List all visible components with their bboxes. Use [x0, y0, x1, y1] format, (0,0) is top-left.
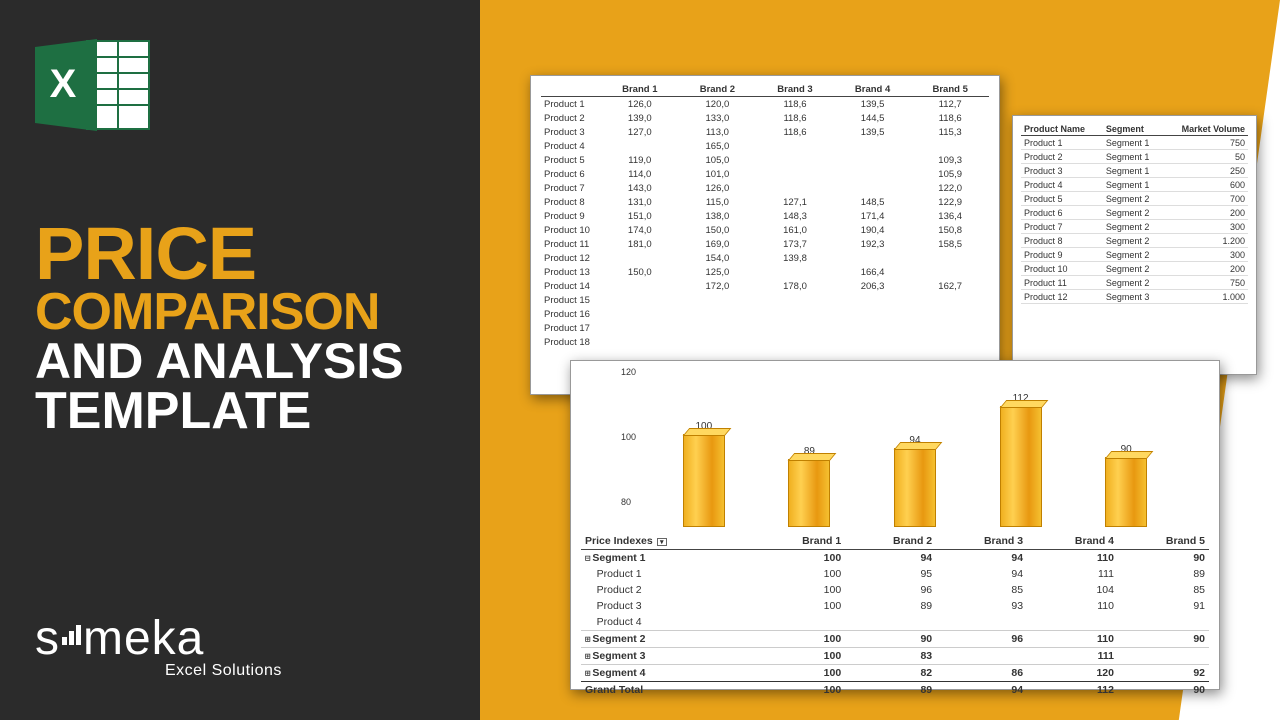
price-table-header: Brand 2: [679, 82, 757, 97]
table-row: Product 1100959411189: [581, 566, 1209, 582]
table-row: Product 6114,0101,0105,9: [541, 167, 989, 181]
price-table-header: Brand 1: [601, 82, 679, 97]
index-table-brand-header: Brand 3: [936, 533, 1027, 550]
table-row: Product 3127,0113,0118,6139,5115,3: [541, 125, 989, 139]
index-table-brand-header: Brand 2: [845, 533, 936, 550]
table-row: Product 8131,0115,0127,1148,5122,9: [541, 195, 989, 209]
title-line-2: COMPARISON: [35, 288, 455, 337]
price-table-header: Brand 4: [834, 82, 912, 97]
table-row: Product 3Segment 1250: [1021, 164, 1248, 178]
table-row: Product 9Segment 2300: [1021, 248, 1248, 262]
table-row: Product 10Segment 2200: [1021, 262, 1248, 276]
segment-table: Product NameSegmentMarket VolumeProduct …: [1021, 122, 1248, 304]
table-row: Product 3100899311091: [581, 598, 1209, 614]
title-line-4: TEMPLATE: [35, 386, 455, 437]
svg-text:X: X: [50, 62, 77, 106]
price-table-header: [541, 82, 601, 97]
table-row: Product 11181,0169,0173,7192,3158,5: [541, 237, 989, 251]
table-row: Product 14172,0178,0206,3162,7: [541, 279, 989, 293]
price-table-header: Brand 3: [756, 82, 834, 97]
brand-logo: s meka Excel Solutions: [35, 611, 282, 680]
table-row: Product 4: [581, 614, 1209, 631]
table-row: Product 2100968510485: [581, 582, 1209, 598]
segment-table-header: Market Volume: [1163, 122, 1248, 136]
brand-tagline: Excel Solutions: [165, 662, 282, 680]
expand-icon[interactable]: ⊞: [585, 635, 590, 645]
chart-bar: 100: [679, 421, 729, 527]
chart-bar: 94: [890, 435, 940, 527]
table-row: Product 18: [541, 335, 989, 349]
table-row: Product 2139,0133,0118,6144,5118,6: [541, 111, 989, 125]
table-row: ⊞Segment 310083111: [581, 648, 1209, 665]
table-row: Product 13150,0125,0166,4: [541, 265, 989, 279]
filter-icon[interactable]: ▾: [657, 538, 667, 546]
table-row: Product 12154,0139,8: [541, 251, 989, 265]
title-line-3: AND ANALYSIS: [35, 337, 455, 386]
index-table-brand-header: Brand 1: [754, 533, 845, 550]
table-row: Product 1126,0120,0118,6139,5112,7: [541, 97, 989, 112]
table-row: Product 9151,0138,0148,3171,4136,4: [541, 209, 989, 223]
table-row: Product 5119,0105,0109,3: [541, 153, 989, 167]
chart-bar: 90: [1101, 444, 1151, 527]
table-row: Product 2Segment 150: [1021, 150, 1248, 164]
index-table-brand-header: Brand 4: [1027, 533, 1118, 550]
excel-icon: X: [35, 35, 155, 135]
expand-icon[interactable]: ⊞: [585, 652, 590, 662]
price-table-header: Brand 5: [911, 82, 989, 97]
title-line-1: PRICE: [35, 220, 455, 288]
logo-bars-icon: [62, 625, 81, 645]
table-row: ⊞Segment 2100909611090: [581, 631, 1209, 648]
table-row: Product 12Segment 31.000: [1021, 290, 1248, 304]
segment-table-header: Segment: [1103, 122, 1163, 136]
table-row: ⊞Segment 4100828612092: [581, 665, 1209, 682]
table-row: Product 8Segment 21.200: [1021, 234, 1248, 248]
chart-bar: 89: [784, 446, 834, 527]
price-table: Brand 1Brand 2Brand 3Brand 4Brand 5Produ…: [541, 82, 989, 349]
table-row: Product 10174,0150,0161,0190,4150,8: [541, 223, 989, 237]
table-row: Product 7Segment 2300: [1021, 220, 1248, 234]
table-row: Product 5Segment 2700: [1021, 192, 1248, 206]
table-row: Product 17: [541, 321, 989, 335]
price-index-panel: 12010080 100899411290 Price Indexes▾Bran…: [570, 360, 1220, 690]
table-row: ⊟Segment 1100949411090: [581, 550, 1209, 567]
chart-bar: 112: [996, 393, 1046, 527]
expand-icon[interactable]: ⊞: [585, 669, 590, 679]
table-row: Grand Total100899411290: [581, 682, 1209, 699]
main-title: PRICE COMPARISON AND ANALYSIS TEMPLATE: [35, 220, 455, 437]
segment-volume-table-panel: Product NameSegmentMarket VolumeProduct …: [1012, 115, 1257, 375]
price-comparison-table-panel: Brand 1Brand 2Brand 3Brand 4Brand 5Produ…: [530, 75, 1000, 395]
table-row: Product 7143,0126,0122,0: [541, 181, 989, 195]
table-row: Product 6Segment 2200: [1021, 206, 1248, 220]
table-row: Product 4Segment 1600: [1021, 178, 1248, 192]
index-table-brand-header: Brand 5: [1118, 533, 1209, 550]
table-row: Product 4165,0: [541, 139, 989, 153]
price-index-bar-chart: 12010080 100899411290: [651, 367, 1179, 527]
table-row: Product 1Segment 1750: [1021, 136, 1248, 150]
chart-y-axis: 12010080: [621, 367, 636, 507]
table-row: Product 15: [541, 293, 989, 307]
segment-table-header: Product Name: [1021, 122, 1103, 136]
table-row: Product 16: [541, 307, 989, 321]
expand-icon[interactable]: ⊟: [585, 554, 590, 564]
index-table-header: Price Indexes▾: [581, 533, 754, 550]
table-row: Product 11Segment 2750: [1021, 276, 1248, 290]
price-index-table: Price Indexes▾Brand 1Brand 2Brand 3Brand…: [581, 533, 1209, 698]
